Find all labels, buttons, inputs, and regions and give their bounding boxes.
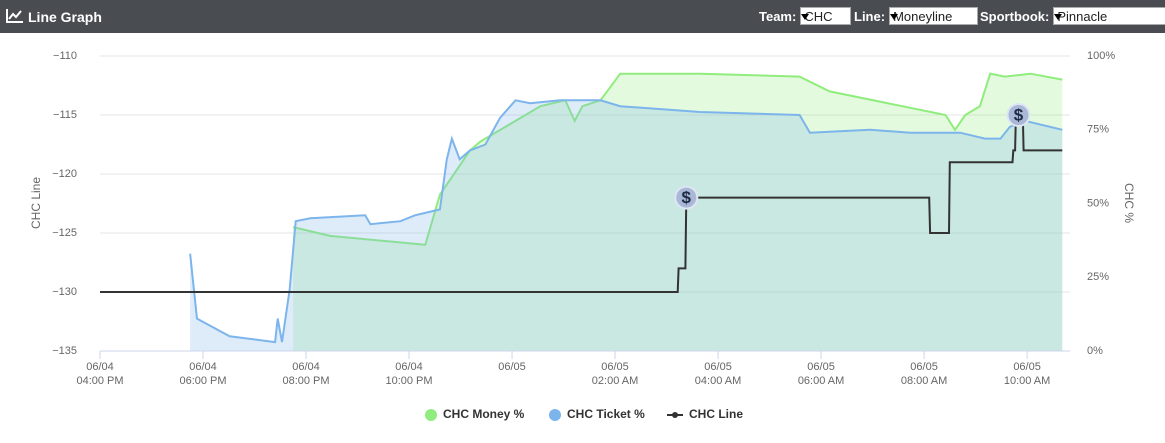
y2-tick-label: 75%: [1087, 124, 1109, 136]
y-tick-label: −115: [53, 109, 77, 121]
legend-label: CHC Ticket %: [567, 407, 645, 421]
control-label: Sportbook:: [980, 8, 1050, 24]
y-tick-label: −135: [52, 345, 77, 357]
x-tick-label: 06/04 06:00 PM: [179, 361, 226, 387]
x-tick-label: 06/05 06:00 AM: [798, 361, 844, 387]
x-tick-label: 06/05 08:00 AM: [901, 361, 947, 387]
legend-label: CHC Money %: [443, 407, 525, 421]
annotation-text: $: [682, 188, 692, 207]
y-tick-label: −110: [53, 50, 77, 62]
x-tick-label: 06/04 08:00 PM: [282, 361, 329, 387]
series-area: [190, 100, 1063, 351]
select[interactable]: Moneyline: [889, 7, 979, 25]
control: Line: Moneyline: [854, 7, 979, 25]
y-tick-label: −120: [52, 168, 77, 180]
series-line: [189, 99, 1063, 344]
control-label: Line:: [854, 8, 886, 24]
x-tick-label: 06/05 02:00 AM: [592, 361, 638, 387]
header: Line Graph Team: CHC Line: Moneyline Sport…: [0, 0, 1165, 33]
x-tick-label: 06/05 04:00 AM: [695, 361, 741, 387]
y2-tick-label: 25%: [1087, 271, 1109, 283]
legend-symbol: [672, 412, 678, 418]
chart-icon: [6, 9, 23, 23]
y-axis-title: CHC Line: [29, 177, 43, 229]
control: Sportbook: Pinnacle: [980, 7, 1165, 25]
y-tick-label: −125: [52, 227, 77, 239]
legend-label: CHC Line: [689, 407, 743, 421]
y2-axis-title: CHC %: [1122, 183, 1136, 223]
legend-symbol: [425, 409, 437, 421]
x-tick-label: 06/04 04:00 PM: [76, 361, 123, 387]
y2-tick-label: 50%: [1087, 197, 1109, 209]
y2-tick-label: 0%: [1087, 345, 1103, 357]
select[interactable]: Pinnacle: [1053, 7, 1165, 25]
x-tick-label: 06/05 10:00 AM: [1004, 361, 1050, 387]
x-tick-label: 06/05: [498, 361, 526, 373]
annotation-text: $: [1014, 105, 1024, 124]
annotation-marker: [1006, 103, 1031, 127]
control: Team: CHC: [759, 7, 852, 25]
legend-symbol: [549, 409, 561, 421]
select-value: CHC: [804, 9, 833, 24]
x-tick-label: 06/04 10:00 PM: [385, 361, 432, 387]
series-line: [292, 72, 1063, 246]
annotation-marker: [674, 185, 699, 210]
y-tick-label: −130: [52, 286, 77, 298]
y2-tick-label: 100%: [1087, 50, 1115, 62]
control-label: Team:: [759, 8, 797, 24]
select-value: Pinnacle: [1057, 9, 1108, 24]
select[interactable]: CHC: [800, 7, 852, 25]
select-value: Moneyline: [893, 9, 953, 24]
header-title: Line Graph: [28, 9, 102, 25]
